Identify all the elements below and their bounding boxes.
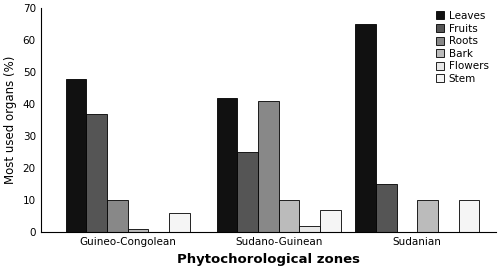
Bar bbox=[355, 24, 376, 232]
Bar bbox=[320, 210, 340, 232]
Bar bbox=[128, 229, 148, 232]
Bar bbox=[86, 114, 107, 232]
X-axis label: Phytochorological zones: Phytochorological zones bbox=[177, 253, 360, 266]
Bar bbox=[169, 213, 190, 232]
Bar bbox=[300, 226, 320, 232]
Bar bbox=[107, 200, 128, 232]
Legend: Leaves, Fruits, Roots, Bark, Flowers, Stem: Leaves, Fruits, Roots, Bark, Flowers, St… bbox=[434, 9, 490, 86]
Bar bbox=[417, 200, 438, 232]
Bar bbox=[376, 184, 396, 232]
Bar bbox=[458, 200, 479, 232]
Y-axis label: Most used organs (%): Most used organs (%) bbox=[4, 56, 17, 184]
Bar bbox=[258, 101, 278, 232]
Bar bbox=[66, 79, 86, 232]
Bar bbox=[216, 98, 237, 232]
Bar bbox=[278, 200, 299, 232]
Bar bbox=[237, 152, 258, 232]
